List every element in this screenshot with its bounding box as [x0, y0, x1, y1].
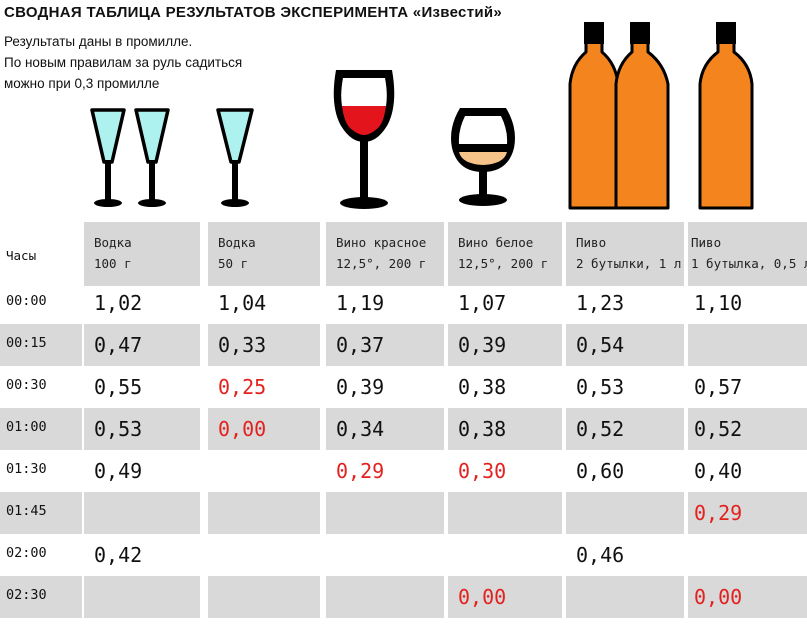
value-cell: 0,49: [94, 459, 143, 483]
value-cell: 1,02: [94, 291, 143, 315]
vodka-glasses-icon: [90, 108, 170, 207]
rules-note: По новым правилам за руль садиться: [4, 55, 243, 70]
beer-bottle-icon: [698, 22, 754, 210]
value-cell: [208, 534, 320, 576]
table-row: 01:30 0,49 0,29 0,30 0,60 0,40: [0, 450, 807, 492]
time-cell: 00:15: [0, 324, 82, 366]
value-cell: [448, 534, 562, 576]
column-header-beer-05l: Пиво 1 бутылка, 0,5 л: [688, 222, 807, 286]
value-cell: 0,40: [694, 459, 743, 483]
value-cell: 0,37: [326, 324, 444, 366]
value-cell: 0,39: [448, 324, 562, 366]
value-cell: 0,29: [688, 492, 807, 534]
value-cell: 0,55: [94, 375, 143, 399]
column-header-red-wine: Вино красное 12,5°, 200 г: [326, 222, 444, 286]
white-wine-glass-icon: [451, 108, 515, 206]
column-detail: 50 г: [218, 256, 249, 271]
value-cell: 0,25: [218, 375, 267, 399]
table-row: 00:15 0,47 0,33 0,37 0,39 0,54: [0, 324, 807, 366]
value-cell: [566, 492, 684, 534]
column-detail: 100 г: [94, 256, 132, 271]
red-wine-glass-icon: [333, 70, 395, 209]
value-cell: 1,10: [694, 291, 743, 315]
vodka-glass-icon: [216, 108, 254, 207]
rules-note-limit: можно при 0,3 промилле: [4, 76, 160, 91]
value-cell: 0,54: [566, 324, 684, 366]
value-cell: 0,53: [576, 375, 625, 399]
table-row: 00:30 0,55 0,25 0,39 0,38 0,53 0,57: [0, 366, 807, 408]
value-cell: [326, 576, 444, 618]
value-cell: [326, 492, 444, 534]
table-row: 02:30 0,00 0,00: [0, 576, 807, 618]
value-cell: 1,23: [576, 291, 625, 315]
time-cell: 00:00: [6, 293, 47, 309]
time-cell: 00:30: [6, 377, 47, 393]
value-cell: 0,60: [576, 459, 625, 483]
value-cell: 0,29: [336, 459, 385, 483]
table-row: 01:45 0,29: [0, 492, 807, 534]
value-cell: 0,00: [208, 408, 320, 450]
column-name: Водка: [94, 235, 132, 250]
value-cell: [208, 576, 320, 618]
value-cell: 1,07: [458, 291, 507, 315]
column-detail: 2 бутылки, 1 л: [576, 256, 682, 271]
column-name: Вино красное: [336, 235, 427, 250]
value-cell: 0,47: [84, 324, 200, 366]
value-cell: 0,39: [336, 375, 385, 399]
column-detail: 12,5°, 200 г: [458, 256, 549, 271]
value-cell: 0,38: [448, 408, 562, 450]
value-cell: 0,30: [458, 459, 507, 483]
column-header-white-wine: Вино белое 12,5°, 200 г: [448, 222, 562, 286]
value-cell: [208, 492, 320, 534]
value-cell: 0,33: [208, 324, 320, 366]
value-cell: [688, 534, 807, 576]
value-cell: 0,57: [694, 375, 743, 399]
column-detail: 1 бутылка, 0,5 л: [691, 256, 807, 271]
value-cell: 0,52: [566, 408, 684, 450]
page-title: СВОДНАЯ ТАБЛИЦА РЕЗУЛЬТАТОВ ЭКСПЕРИМЕНТА…: [4, 4, 503, 21]
value-cell: 1,04: [218, 291, 267, 315]
hours-column-header: Часы: [6, 248, 37, 263]
column-header-vodka-100: Водка 100 г: [84, 222, 200, 286]
value-cell: [448, 492, 562, 534]
value-cell: 0,53: [84, 408, 200, 450]
value-cell: 0,00: [448, 576, 562, 618]
value-cell: 0,52: [688, 408, 807, 450]
column-header-vodka-50: Водка 50 г: [208, 222, 320, 286]
units-note: Результаты даны в промилле.: [4, 34, 193, 49]
value-cell: 1,19: [336, 291, 385, 315]
time-cell: 01:30: [6, 461, 47, 477]
value-cell: 0,42: [94, 543, 143, 567]
table-row: 02:00 0,42 0,46: [0, 534, 807, 576]
beer-bottles-icon: [568, 22, 670, 210]
column-header-beer-1l: Пиво 2 бутылки, 1 л: [566, 222, 684, 286]
column-name: Пиво: [691, 235, 722, 250]
time-cell: 01:00: [0, 408, 82, 450]
value-cell: 0,38: [458, 375, 507, 399]
table-row: 00:00 1,02 1,04 1,19 1,07 1,23 1,10: [0, 282, 807, 324]
value-cell: [688, 324, 807, 366]
time-cell: 01:45: [0, 492, 82, 534]
value-cell: 0,00: [688, 576, 807, 618]
column-detail: 12,5°, 200 г: [336, 256, 427, 271]
column-name: Вино белое: [458, 235, 534, 250]
value-cell: [84, 492, 200, 534]
value-cell: 0,34: [326, 408, 444, 450]
table-row: 01:00 0,53 0,00 0,34 0,38 0,52 0,52: [0, 408, 807, 450]
value-cell: [566, 576, 684, 618]
column-name: Водка: [218, 235, 256, 250]
column-name: Пиво: [576, 235, 607, 250]
value-cell: 0,46: [576, 543, 625, 567]
time-cell: 02:00: [6, 545, 47, 561]
value-cell: [84, 576, 200, 618]
value-cell: [208, 450, 320, 492]
time-cell: 02:30: [0, 576, 82, 618]
value-cell: [326, 534, 444, 576]
